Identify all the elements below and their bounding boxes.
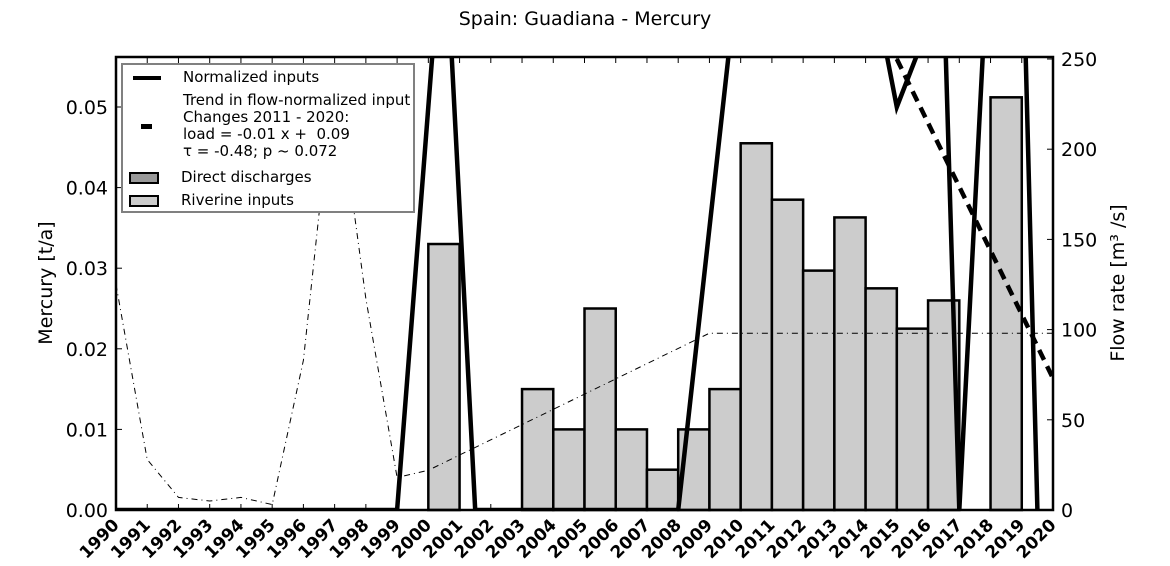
bar-2000 (427, 242, 461, 512)
riverine-bars (427, 96, 1024, 512)
trend-line (894, 58, 1053, 380)
right-tick-label: 100 (1061, 320, 1097, 342)
bar-2011 (770, 198, 805, 512)
legend-item-trend: Trend in flow-normalized input Changes 2… (123, 92, 410, 160)
flow-rate-line (116, 67, 1053, 506)
bar-2003 (520, 387, 555, 512)
legend-item-riverine: Riverine inputs (123, 192, 294, 209)
left-tick-label: 0.02 (66, 339, 108, 361)
right-tick-label: 0 (1061, 500, 1073, 522)
legend: Normalized inputs Trend in flow-normaliz… (121, 63, 415, 213)
left-tick-label: 0.00 (66, 500, 108, 522)
right-tick-label: 250 (1061, 49, 1097, 71)
right-tick-label: 200 (1061, 139, 1097, 161)
x-axis-tick-labels: 1990199119921993199419951996199719981999… (76, 515, 1061, 563)
bar-2014 (864, 287, 899, 512)
right-axis-title: Flow rate [m³ /s] (1107, 204, 1129, 361)
riverine-swatch-icon (129, 194, 159, 207)
dashed-line-icon (141, 123, 152, 129)
bar-2010 (739, 142, 774, 512)
bar-2005 (583, 307, 617, 512)
bar-2012 (801, 269, 836, 512)
right-tick-label: 150 (1061, 229, 1097, 251)
bar-2006 (614, 428, 649, 512)
left-tick-label: 0.03 (66, 258, 108, 280)
legend-trend-text: Trend in flow-normalized input Changes 2… (183, 91, 411, 160)
left-axis-title: Mercury [t/a] (35, 221, 57, 344)
legend-item-normalized: Normalized inputs (123, 69, 319, 86)
left-tick-label: 0.04 (66, 178, 108, 200)
axis-ticks (115, 57, 1054, 511)
bar-2015 (895, 327, 930, 512)
chart-title: Spain: Guadiana - Mercury (458, 8, 712, 30)
left-tick-label: 0.01 (66, 419, 108, 441)
bar-2009 (708, 387, 742, 512)
right-axis-tick-labels: 0 50 100 150 200 250 (1061, 49, 1097, 522)
legend-item-direct: Direct discharges (123, 169, 312, 186)
right-tick-label: 50 (1061, 410, 1085, 432)
bar-2007 (645, 468, 680, 512)
direct-swatch-icon (129, 171, 159, 184)
bar-2013 (833, 216, 867, 512)
left-axis-tick-labels: 0.00 0.01 0.02 0.03 0.04 0.05 (66, 97, 108, 522)
bar-2004 (552, 428, 586, 512)
left-tick-label: 0.05 (66, 97, 108, 119)
solid-line-icon (133, 75, 161, 80)
